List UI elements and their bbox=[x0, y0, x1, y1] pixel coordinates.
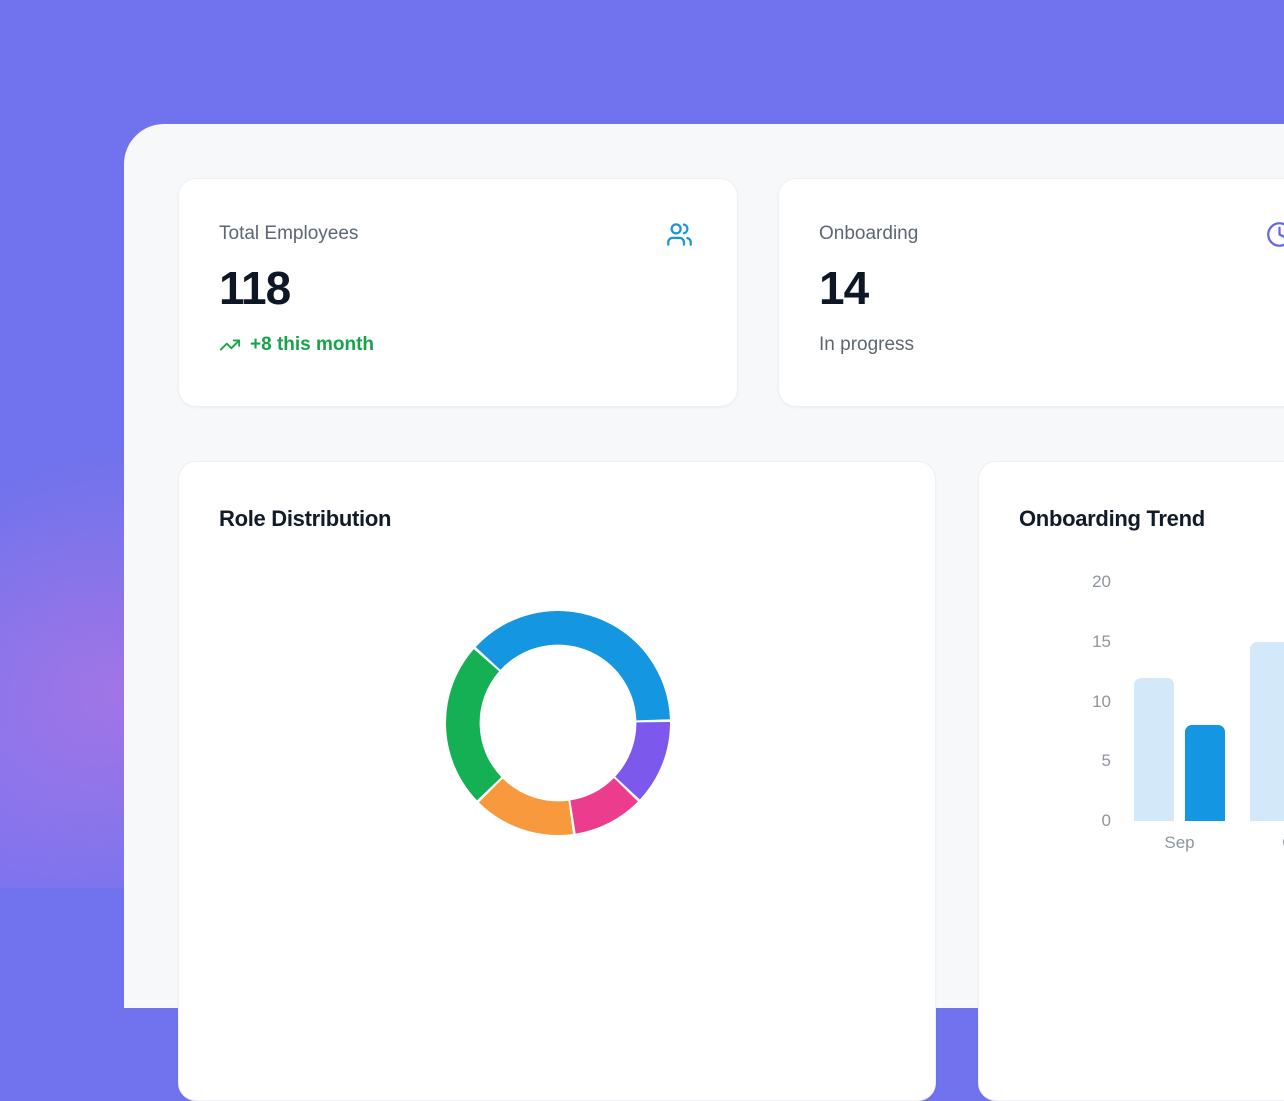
trending-up-icon bbox=[219, 334, 241, 356]
role-distribution-donut-chart bbox=[446, 611, 670, 835]
onboarding-label: Onboarding bbox=[819, 221, 918, 247]
y-tick-label: 15 bbox=[1051, 632, 1111, 652]
users-icon bbox=[666, 221, 693, 248]
onboarding-card: Onboarding 14 In progress bbox=[778, 178, 1284, 407]
y-tick-label: 20 bbox=[1051, 572, 1111, 592]
x-category-label: Oct bbox=[1251, 833, 1284, 853]
onboarding-value: 14 bbox=[819, 264, 1284, 312]
y-tick-label: 5 bbox=[1051, 751, 1111, 771]
dashboard-background: { "theme": { "background_color": "#7073e… bbox=[0, 0, 1284, 888]
dark-blue-bars bbox=[1185, 725, 1225, 821]
onboarding-subtitle: In progress bbox=[819, 334, 1284, 356]
dashboard-panel: Total Employees 118 bbox=[124, 124, 1284, 1008]
total-employees-card: Total Employees 118 bbox=[178, 178, 738, 407]
blue-segment bbox=[476, 611, 670, 720]
clock-icon bbox=[1266, 221, 1284, 248]
role-distribution-card: Role Distribution bbox=[178, 461, 936, 1101]
light-blue-bars bbox=[1250, 642, 1284, 821]
x-category-label: Sep bbox=[1135, 833, 1225, 853]
stats-row: Total Employees 118 bbox=[178, 178, 1284, 407]
total-employees-value: 118 bbox=[219, 264, 693, 312]
onboarding-trend-card: Onboarding Trend 05101520SepOct bbox=[978, 461, 1284, 1101]
total-employees-label: Total Employees bbox=[219, 221, 358, 247]
role-distribution-title: Role Distribution bbox=[219, 506, 391, 532]
trend-text: +8 this month bbox=[250, 334, 374, 356]
onboarding-trend-bar-chart: 0 5 10 15 20 Sep Oct bbox=[979, 462, 1284, 1100]
y-tick-label: 0 bbox=[1051, 811, 1111, 831]
total-employees-trend: +8 this month bbox=[219, 334, 693, 356]
y-tick-label: 10 bbox=[1051, 692, 1111, 712]
orange-segment bbox=[479, 779, 573, 835]
green-segment bbox=[446, 649, 501, 800]
light-blue-bars bbox=[1134, 678, 1174, 821]
